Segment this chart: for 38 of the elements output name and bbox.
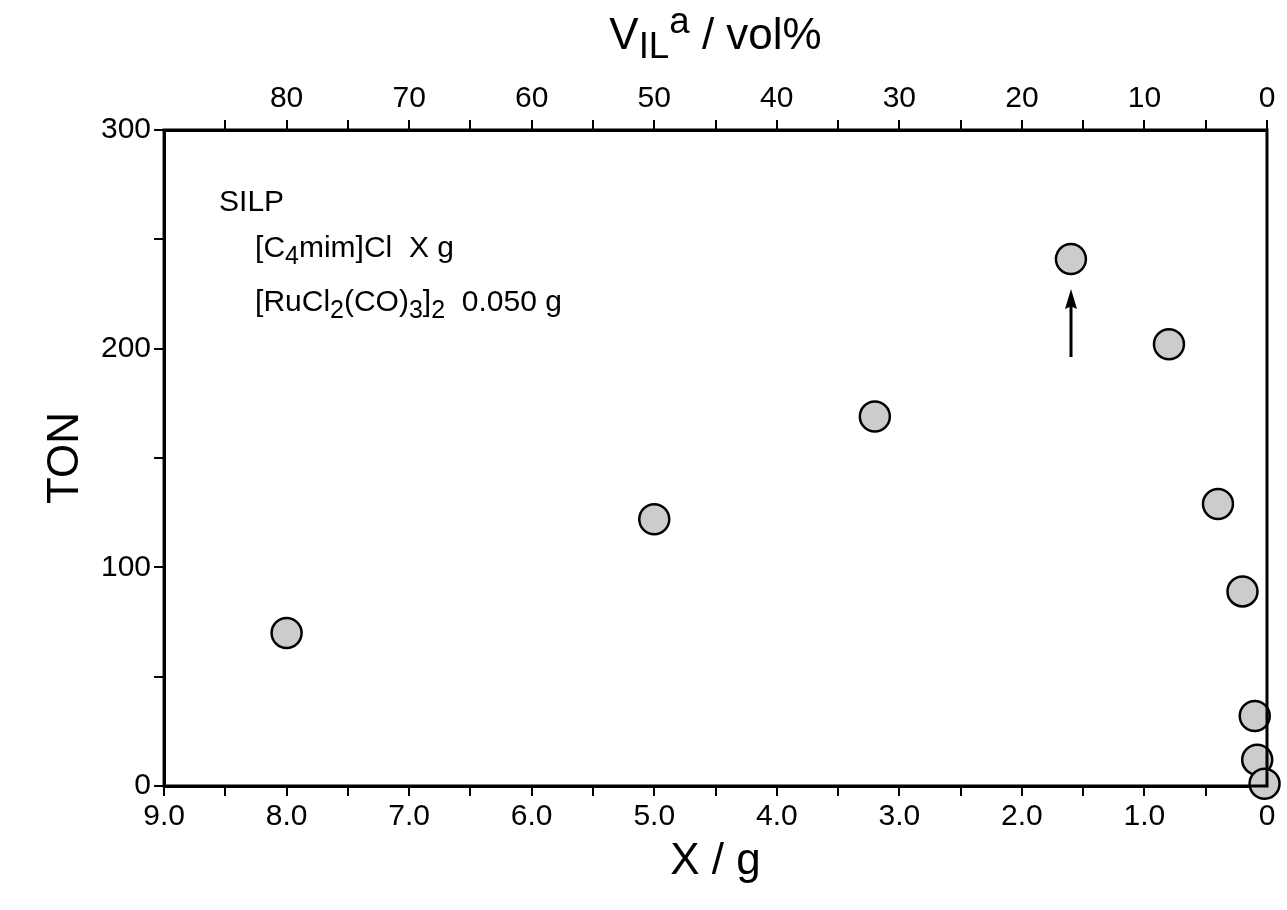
annotation: [C$_{4}$mim]Cl X g [254,229,455,271]
x-tick-label: 2.0 [1001,798,1043,832]
x2-tick-label: 60 [515,80,549,114]
x-axis-title: X / g [670,834,761,884]
point [270,616,303,650]
point [1238,699,1271,733]
x2-tick-label: 10 [1127,80,1162,114]
point [1201,487,1235,521]
x2-tick-label: 20 [1005,80,1039,114]
x2-tick-label: 40 [760,80,794,114]
y-tick-label: 100 [100,548,152,582]
x-tick-label: 5.0 [633,798,676,832]
x2-tick-label: 50 [637,80,671,114]
point [1054,242,1088,276]
x2-axis-title: V$_{IL}$$^{a}$ / vol% [609,0,822,68]
x2-tick-label: 80 [269,80,304,114]
x-tick-label: 6.0 [510,798,553,832]
point [1152,328,1186,361]
x2-tick-label: 30 [882,80,917,114]
x-tick-label: 9.0 [143,798,185,832]
annotation: [RuCl$_{2}$(CO)$_{3}$]$_{2}$ 0.050 g [254,283,562,325]
point [1226,575,1259,608]
x-tick-label: 0 [1258,798,1276,832]
y-tick-label: 300 [100,111,152,145]
point [858,400,892,433]
y-tick-label: 200 [100,329,152,363]
y-tick-label: 0 [134,767,152,801]
x-tick-label: 3.0 [878,798,921,832]
y-axis-title: TON [38,411,88,505]
x-tick-label: 4.0 [755,798,798,832]
x2-tick-label: 70 [392,80,426,114]
x-tick-label: 8.0 [265,798,308,832]
point [1248,767,1281,801]
x2-tick-label: 0 [1258,80,1276,114]
x-tick-label: 7.0 [388,798,431,832]
x-tick-label: 1.0 [1123,798,1166,832]
annotation: SILP [219,183,286,219]
point [638,502,671,536]
